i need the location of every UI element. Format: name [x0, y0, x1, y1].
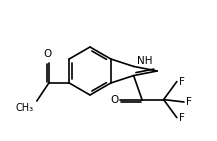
Text: F: F [179, 113, 185, 123]
Text: CH₃: CH₃ [16, 103, 34, 113]
Text: F: F [179, 77, 185, 87]
Text: O: O [44, 49, 52, 59]
Text: O: O [110, 95, 118, 105]
Text: NH: NH [137, 56, 152, 66]
Text: F: F [186, 97, 192, 107]
